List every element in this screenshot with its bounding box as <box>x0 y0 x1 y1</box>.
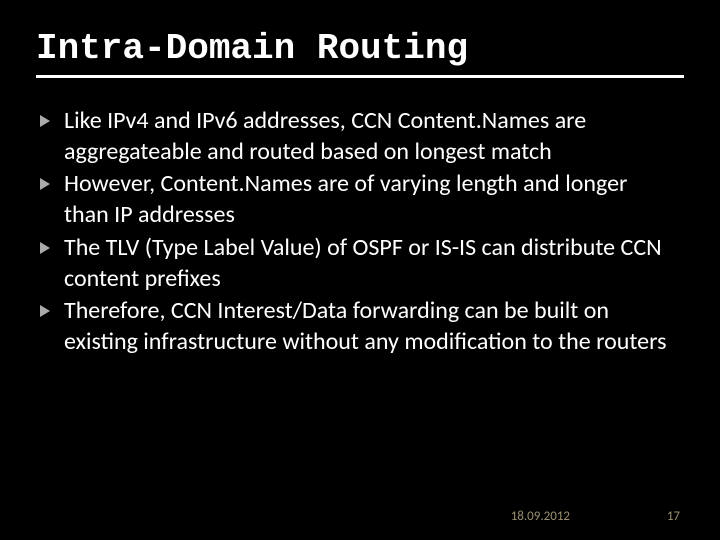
bullet-item: Therefore, CCN Interest/Data forwarding … <box>64 296 676 357</box>
bullet-item: The TLV (Type Label Value) of OSPF or IS… <box>64 233 676 294</box>
bullet-item: Like IPv4 and IPv6 addresses, CCN Conten… <box>64 106 676 167</box>
slide-title: Intra-Domain Routing <box>0 0 720 75</box>
footer-page-number: 17 <box>667 509 680 524</box>
title-underline <box>36 75 684 78</box>
bullet-list: Like IPv4 and IPv6 addresses, CCN Conten… <box>0 106 720 358</box>
bullet-item: However, Content.Names are of varying le… <box>64 169 676 230</box>
footer-date: 18.09.2012 <box>511 509 570 524</box>
